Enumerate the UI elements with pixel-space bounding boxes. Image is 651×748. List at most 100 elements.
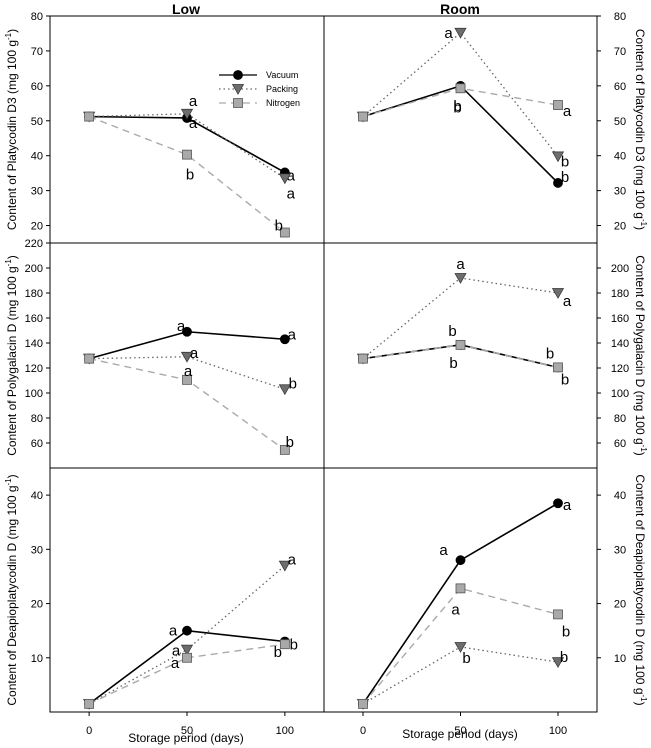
panel-1-low-sig-label: a — [288, 326, 297, 343]
panel-1-low-point-packing — [180, 351, 194, 363]
panel-1-low-point-packing — [278, 384, 291, 396]
panel-0-room-ytick-label: 80 — [614, 11, 626, 23]
panel-1-low-ytick-label: 180 — [25, 288, 43, 300]
panel-0-low-ytick-label: 40 — [31, 151, 43, 163]
panel-0-room-point-nitrogen — [358, 111, 368, 122]
legend-marker-packing — [231, 84, 245, 95]
panel-0-low-sig-label: a — [189, 115, 198, 132]
panel-0-room-sig-label: a — [563, 103, 572, 120]
legend-label-packing: Packing — [266, 84, 298, 94]
panel-1-room-point-nitrogen — [455, 339, 466, 350]
panel-2-room-point-nitrogen — [553, 609, 563, 620]
x-axis-label-low: Storage period (days) — [128, 731, 243, 745]
panel-1-room-sig-label: b — [546, 345, 554, 362]
legend: Vacuum Packing Nitrogen — [219, 70, 300, 108]
panel-0-low-ytick-label: 50 — [31, 116, 43, 128]
panel-1-low-ytick-label: 140 — [25, 338, 43, 350]
panel-1-room-ytick-label: 140 — [611, 338, 629, 350]
panel-2-low-sig-label: a — [172, 643, 181, 660]
panel-0-low-point-packing — [278, 173, 291, 185]
panel-2-low-ytick-label: 10 — [31, 653, 43, 665]
panel-0-low-ytick-label: 30 — [31, 186, 43, 198]
panel-1-low-sig-label: a — [184, 363, 193, 380]
panel-2-low-point-nitrogen — [279, 639, 290, 650]
panel-1-room-ytick-label: 160 — [611, 313, 629, 325]
panel-1-room-y-axis-label: Content of Polygalacin D (mg 100 g-1) — [633, 255, 648, 456]
panel-2-room-ytick-label: 20 — [614, 599, 626, 611]
panel-2-room-sig-label: a — [439, 542, 448, 559]
panel-0-room-point-packing — [551, 151, 565, 163]
panel-2-room-line-nitrogen — [362, 587, 559, 705]
panel-2-low-sig-label: b — [290, 637, 298, 654]
column-title-low: Low — [172, 1, 200, 17]
panel-0-room-ytick-label: 40 — [614, 151, 626, 163]
panel-1-low-ytick-label: 220 — [25, 238, 43, 250]
panel-1-room-point-nitrogen — [358, 353, 368, 364]
panel-2-room-sig-label: b — [560, 649, 568, 666]
panel-0-room-point-nitrogen — [455, 83, 466, 94]
panel-1-room-point-nitrogen — [553, 362, 563, 373]
panel-0-low-line-packing — [89, 113, 286, 179]
panel-2-low-point-packing — [180, 644, 194, 656]
panel-1-low-point-nitrogen — [182, 374, 192, 385]
panel-2-low-ytick-label: 30 — [31, 544, 43, 556]
panel-0-low-ytick-label: 20 — [31, 221, 43, 233]
panel-0-low-sig-label: b — [186, 167, 194, 184]
panel-2-room-sig-label: a — [563, 497, 572, 514]
panel-0-room-ytick-label: 60 — [614, 81, 626, 93]
panel-0-low-sig-label: a — [287, 185, 296, 202]
panel-2-room-sig-label: a — [451, 601, 460, 618]
panel-2-room-sig-label: b — [562, 623, 570, 640]
panel-2-low-sig-label: a — [288, 552, 297, 569]
panel-2-room-point-nitrogen — [455, 583, 466, 594]
panel-0-room-point-packing — [454, 27, 467, 39]
panel-0-low-line-vacuum — [89, 115, 286, 174]
panel-1-room-ytick-label: 180 — [611, 288, 629, 300]
panel-2-room-ytick-label: 30 — [614, 544, 626, 556]
panel-0-low-frame — [49, 15, 325, 244]
panel-0-room-sig-label: a — [444, 25, 453, 42]
panel-2-low-point-packing — [278, 560, 291, 572]
panel-2-room-point-nitrogen — [358, 698, 368, 709]
panel-2-room-line-packing — [362, 646, 559, 705]
panel-1-room-sig-label: b — [449, 355, 457, 372]
panel-2-low-point-nitrogen — [84, 698, 95, 709]
panel-2-low-y-axis-label: Content of Deapioplatycodin D (mg 100 g-… — [4, 474, 19, 705]
panel-1-low-point-vacuum — [182, 326, 192, 337]
x-axis-label-room: Storage period (days) — [402, 727, 517, 741]
panel-1-room-point-packing — [551, 288, 565, 299]
panels: 20 30 40 50 60 70 80 Content of Platycodin D3 (… — [4, 11, 648, 737]
panel-2-room-ytick-label: 10 — [614, 653, 626, 665]
panel-2-room-point-packing — [551, 657, 565, 669]
panel-1-room-ytick-label: 100 — [611, 388, 629, 400]
panel-0-low-ytick-label: 70 — [31, 46, 43, 58]
panel-2-low-ytick-label: 40 — [31, 490, 43, 502]
panel-0-room-ytick-label: 20 — [614, 221, 626, 233]
panel-0-low-sig-label: b — [275, 218, 283, 235]
panel-2-low-ytick-label: 20 — [31, 599, 43, 611]
panel-1-low-ytick-label: 160 — [25, 313, 43, 325]
panel-0-low-point-nitrogen — [84, 111, 95, 122]
panel-2-low-sig-label: a — [169, 623, 178, 640]
panel-1-room-sig-label: a — [563, 293, 572, 310]
panel-0-room-point-vacuum — [553, 178, 563, 188]
panel-0-low-point-nitrogen — [182, 149, 192, 160]
panel-1-room-point-packing — [454, 273, 467, 284]
panel-1-room-ytick-label: 120 — [611, 363, 629, 375]
panel-2-low-frame — [49, 467, 325, 713]
panel-1-room-sig-label: b — [448, 323, 456, 340]
panel-1-low-line-packing — [89, 356, 286, 390]
panel-0-low-ytick-label: 60 — [31, 81, 43, 93]
panel-0-low-sig-label: a — [189, 93, 198, 110]
panel-2-room-line-vacuum — [362, 502, 559, 705]
panel-0-low-y-axis-label: Content of Platycodin D3 (mg 100 g-1) — [4, 29, 19, 230]
panel-0-room-ytick-label: 30 — [614, 186, 626, 198]
panel-0-room-point-nitrogen — [553, 100, 563, 110]
panel-0-room-ytick-label: 70 — [614, 46, 626, 58]
panel-2-low-point-vacuum — [182, 625, 192, 636]
panel-1-low-ytick-label: 200 — [25, 263, 43, 275]
panel-2-room-point-vacuum — [455, 555, 466, 566]
panel-1-low-ytick-label: 120 — [25, 363, 43, 375]
panel-2-room-xtick-label: 50 — [454, 725, 466, 737]
